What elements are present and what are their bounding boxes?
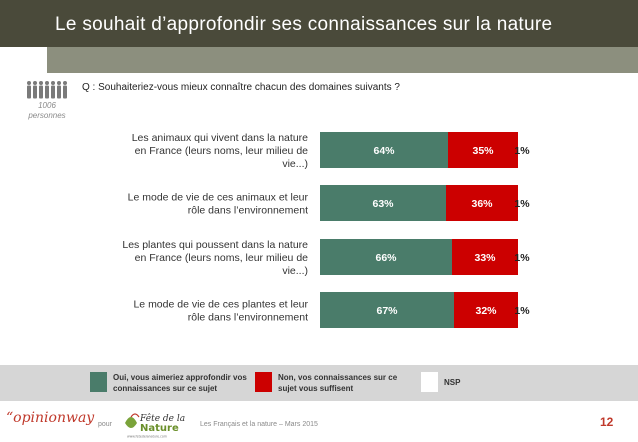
bar-segment — [320, 239, 452, 275]
category-label: Les plantes qui poussent dans la nature e… — [122, 239, 308, 277]
legend-item-nsp: NSP — [421, 372, 584, 392]
data-label: 1% — [514, 252, 530, 264]
data-label: 32% — [475, 305, 497, 317]
subtitle-band — [0, 47, 638, 73]
page-title: Le souhait d’approfondir ses connaissanc… — [55, 14, 553, 35]
bar-row: Les plantes qui poussent dans la nature e… — [122, 239, 530, 277]
bar-segment — [518, 239, 520, 275]
bar-row: Le mode de vie de ces plantes et leur rôl… — [133, 292, 530, 328]
bar-segment — [518, 185, 520, 221]
legend-label-non: Non, vos connaissances sur ce sujet vous… — [278, 373, 398, 393]
pour-label: pour — [98, 421, 113, 428]
page-number: 12 — [600, 415, 614, 429]
category-label: Les animaux qui vivent dans la nature en … — [132, 132, 308, 170]
category-label: Le mode de vie de ces animaux et leur rôl… — [128, 192, 309, 217]
legend-label-nsp: NSP — [444, 378, 461, 387]
bar-segment — [518, 132, 520, 168]
category-label-line: rôle dans l’environnement — [188, 312, 308, 324]
title-bar: Le souhait d’approfondir ses connaissanc… — [0, 0, 638, 47]
data-label: 66% — [375, 252, 397, 264]
category-label-line: vie...) — [282, 158, 308, 170]
partner-logo-text: Fête de la — [139, 413, 185, 424]
legend-label-oui: Oui, vous aimeriez approfondir vos conna… — [113, 373, 247, 393]
partner-logo-url: www.fetedelanature.com — [127, 435, 167, 439]
legend-swatch-nsp — [421, 372, 438, 392]
band-corner — [0, 47, 47, 73]
data-label: 67% — [376, 305, 398, 317]
category-label-line: Les plantes qui poussent dans la nature — [122, 239, 308, 251]
data-label: 35% — [472, 145, 494, 157]
bar-segment — [452, 239, 518, 275]
category-label-line: vie...) — [282, 265, 308, 277]
legend-item-non: Non, vos connaissances sur ce sujet vous… — [255, 372, 403, 394]
data-label: 63% — [372, 198, 394, 210]
stacked-bar-chart: Les animaux qui vivent dans la nature en … — [122, 132, 530, 328]
legend-swatch-non — [255, 372, 272, 392]
question-text: Q : Souhaiteriez-vous mieux connaître ch… — [82, 82, 400, 93]
data-label: 1% — [514, 198, 530, 210]
bar-row: Les animaux qui vivent dans la nature en … — [132, 132, 530, 170]
bar-segment — [518, 292, 520, 328]
data-label: 36% — [471, 198, 493, 210]
data-label: 33% — [474, 252, 496, 264]
legend-swatch-oui — [90, 372, 107, 392]
partner-logo-text-2: Nature — [140, 423, 179, 434]
bar-segment — [320, 292, 454, 328]
respondent-unit: personnes — [28, 111, 66, 120]
data-label: 64% — [373, 145, 395, 157]
fete-de-la-nature-logo: Fête de la Nature www.fetedelanature.com — [123, 407, 185, 439]
legend: Oui, vous aimeriez approfondir vos conna… — [0, 365, 638, 401]
bar-segment — [454, 292, 518, 328]
category-label-line: rôle dans l’environnement — [188, 205, 308, 217]
respondent-count: 1006 personnes — [20, 101, 74, 121]
data-label: 1% — [514, 145, 530, 157]
category-label-line: Le mode de vie de ces animaux et leur — [128, 192, 309, 204]
opinionway-logo: “opinionway — [6, 410, 95, 426]
bar-segment — [446, 185, 518, 221]
category-label-line: en France (leurs noms, leur milieu de — [135, 252, 308, 264]
data-label: 1% — [514, 305, 530, 317]
respondent-number: 1006 — [38, 101, 56, 110]
bar-segment — [320, 185, 446, 221]
category-label-line: Les animaux qui vivent dans la nature — [132, 132, 308, 144]
people-icon — [27, 81, 67, 99]
bar-segment — [448, 132, 518, 168]
footer-source: Les Français et la nature – Mars 2015 — [200, 421, 318, 428]
bar-segment — [320, 132, 448, 168]
legend-item-oui: Oui, vous aimeriez approfondir vos conna… — [90, 372, 253, 394]
category-label-line: Le mode de vie de ces plantes et leur — [133, 299, 308, 311]
category-label-line: en France (leurs noms, leur milieu de — [135, 145, 308, 157]
bar-row: Le mode de vie de ces animaux et leur rôl… — [128, 185, 530, 221]
category-label: Le mode de vie de ces plantes et leur rôl… — [133, 299, 308, 324]
